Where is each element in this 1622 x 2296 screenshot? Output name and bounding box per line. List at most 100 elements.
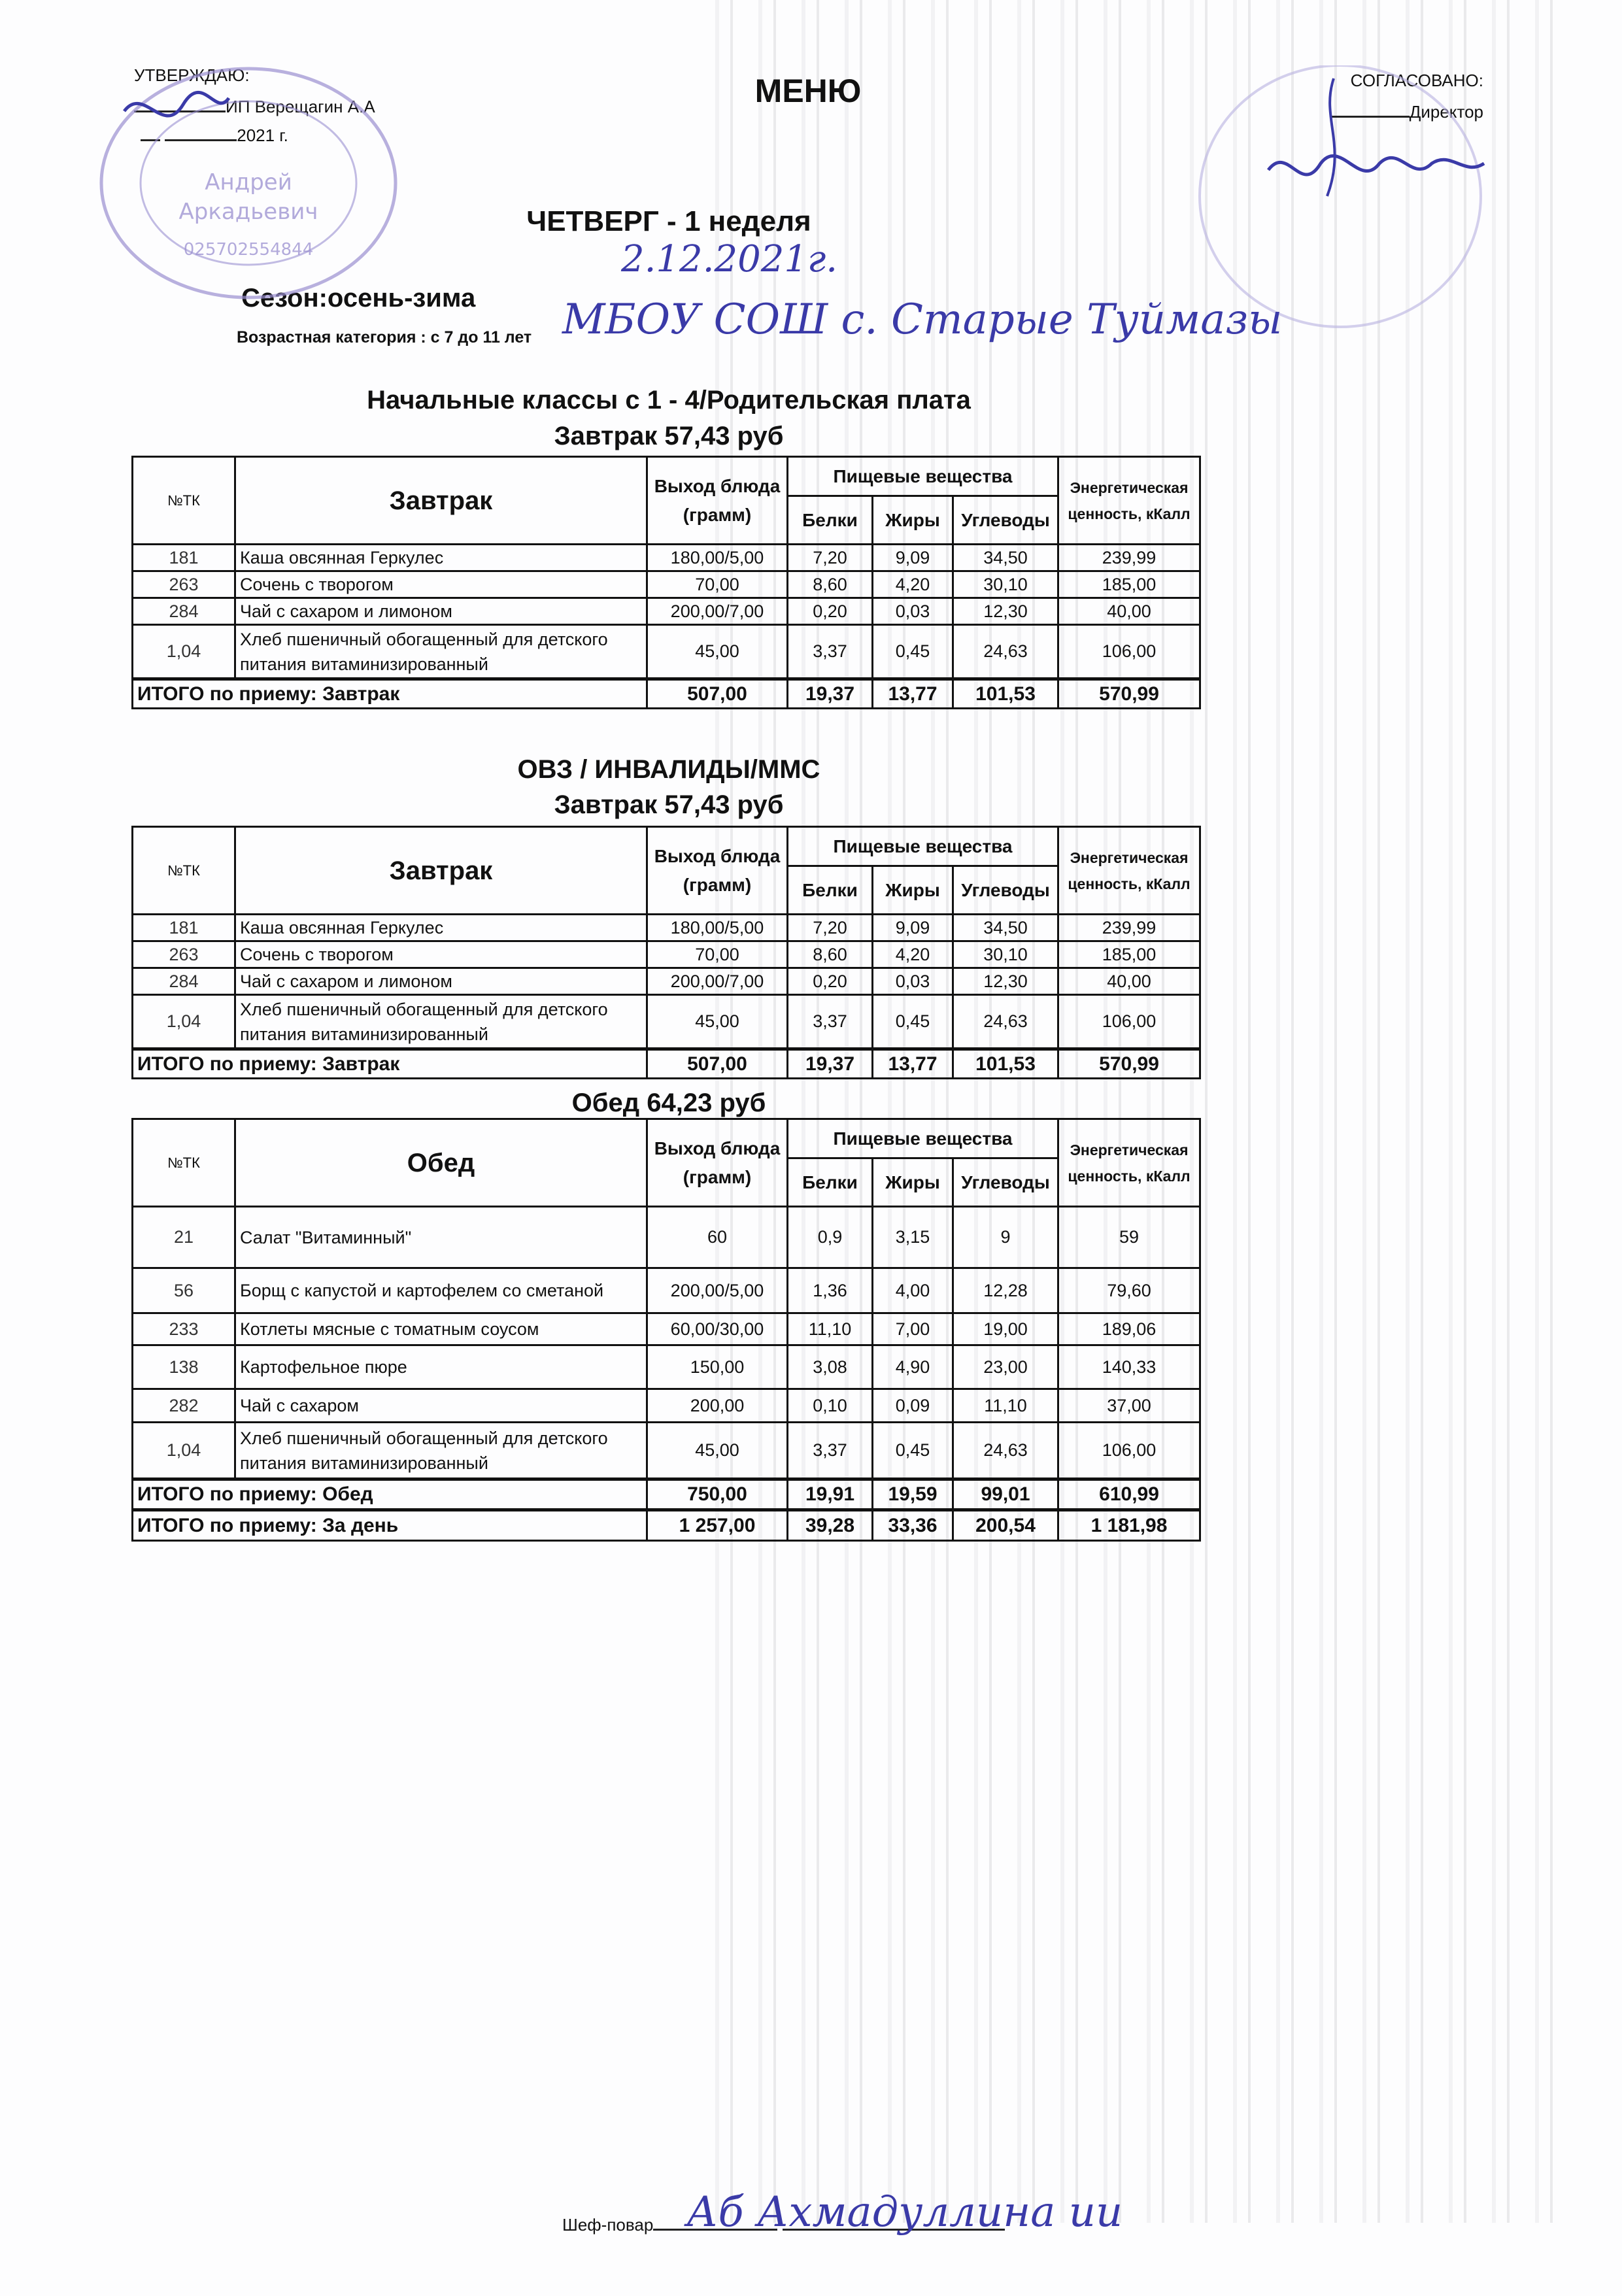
cell-total-fat: 13,77 [871, 1047, 954, 1079]
cell-output: 45,00 [646, 1421, 788, 1480]
cell-protein: 3,37 [786, 1421, 873, 1480]
cell-fat: 0,03 [871, 597, 954, 626]
cell-total-output: 1 257,00 [646, 1508, 788, 1542]
chef-signature: Аб Ахмадуллина ии [684, 2188, 1123, 2237]
cell-code: 233 [131, 1312, 236, 1346]
cell-code: 284 [131, 597, 236, 626]
menu-table-breakfast-primary: №ТК Завтрак Выход блюда (грамм) Пищевые вещ… [131, 456, 1202, 709]
cell-total-carbs: 200,54 [951, 1508, 1060, 1542]
total-row: ИТОГО по приему: За день 1 257,00 39,28 33,… [131, 1508, 1202, 1542]
cell-energy: 239,99 [1057, 913, 1202, 942]
col-output-header: Выход блюда (грамм) [646, 1118, 788, 1207]
svg-text:МБОУ СОШ с. Старые Туймазы: МБОУ СОШ с. Старые Туймазы [562, 295, 1282, 344]
table-row: 284 Чай с сахаром и лимоном 200,00/7,00 0,2… [131, 597, 1202, 626]
cell-protein: 3,08 [786, 1344, 873, 1390]
cell-total-carbs: 101,53 [951, 1047, 1060, 1079]
cell-total-energy: 570,99 [1057, 1047, 1202, 1079]
cell-output: 200,00 [646, 1388, 788, 1423]
section-title: ОВЗ / ИНВАЛИДЫ/ММС [517, 755, 820, 784]
cell-energy: 189,06 [1057, 1312, 1202, 1346]
cell-code: 138 [131, 1344, 236, 1390]
table-row: 138 Картофельное пюре 150,00 3,08 4,90 23,00 1… [131, 1344, 1202, 1390]
cell-total-energy: 570,99 [1057, 677, 1202, 709]
cell-total-protein: 39,28 [786, 1508, 873, 1542]
approve-label: УТВЕРЖДАЮ: [134, 65, 250, 85]
cell-name: Чай с сахаром и лимоном [234, 597, 648, 626]
col-fat-header: Жиры [871, 495, 954, 545]
cell-protein: 0,20 [786, 597, 873, 626]
cell-code: 181 [131, 543, 236, 572]
col-protein-header: Белки [786, 865, 873, 915]
cell-fat: 0,45 [871, 1421, 954, 1480]
cell-name: Каша овсянная Геркулес [234, 543, 648, 572]
col-protein-header: Белки [786, 1157, 873, 1207]
approve-date-line: 2021 г. [141, 126, 288, 146]
cell-fat: 9,09 [871, 543, 954, 572]
col-nutrients-header: Пищевые вещества [786, 456, 1060, 497]
cell-name: Картофельное пюре [234, 1344, 648, 1390]
col-energy-header: Энергетическая ценность, кКалл [1057, 456, 1202, 545]
agreed-label: СОГЛАСОВАНО: [1350, 71, 1483, 90]
cell-output: 45,00 [646, 624, 788, 680]
col-output-header: Выход блюда (грамм) [646, 456, 788, 545]
svg-text:025702554844: 025702554844 [184, 240, 314, 260]
cell-energy: 140,33 [1057, 1344, 1202, 1390]
cell-total-fat: 19,59 [871, 1477, 954, 1511]
cell-energy: 37,00 [1057, 1388, 1202, 1423]
col-carbs-header: Углеводы [951, 865, 1060, 915]
cell-energy: 106,00 [1057, 994, 1202, 1050]
table-title: Обед 64,23 руб [571, 1089, 766, 1117]
cell-name: Салат "Витаминный" [234, 1206, 648, 1269]
cell-code: 1,04 [131, 994, 236, 1050]
cell-output: 200,00/5,00 [646, 1267, 788, 1314]
cell-name: Чай с сахаром и лимоном [234, 967, 648, 996]
cell-carbs: 24,63 [951, 994, 1060, 1050]
cell-output: 45,00 [646, 994, 788, 1050]
cell-total-label: ИТОГО по приему: Завтрак [131, 677, 648, 709]
cell-output: 180,00/5,00 [646, 543, 788, 572]
cell-total-output: 750,00 [646, 1477, 788, 1511]
cell-fat: 4,20 [871, 940, 954, 969]
col-code-header: №ТК [131, 456, 236, 545]
cell-protein: 0,9 [786, 1206, 873, 1269]
col-nutrients-header: Пищевые вещества [786, 1118, 1060, 1159]
cell-name: Сочень с творогом [234, 570, 648, 599]
cell-fat: 4,20 [871, 570, 954, 599]
table-row: 1,04 Хлеб пшеничный обогащенный для детск… [131, 994, 1202, 1050]
table-row: 181 Каша овсянная Геркулес 180,00/5,00 7,20… [131, 543, 1202, 572]
season: Сезон:осень-зима [241, 284, 476, 312]
col-meal-header: Завтрак [234, 456, 648, 545]
svg-text:Андрей: Андрей [205, 169, 292, 195]
menu-table-breakfast-ovz: №ТК Завтрак Выход блюда (грамм) Пищевые вещ… [131, 826, 1202, 1079]
col-nutrients-header: Пищевые вещества [786, 826, 1060, 867]
table-row: 181 Каша овсянная Геркулес 180,00/5,00 7,20… [131, 913, 1202, 942]
table-row: 56 Борщ с капустой и картофелем со сметан… [131, 1267, 1202, 1314]
cell-total-carbs: 99,01 [951, 1477, 1060, 1511]
menu-table-lunch: №ТК Обед Выход блюда (грамм) Пищевые вещест… [131, 1118, 1202, 1542]
cell-total-carbs: 101,53 [951, 677, 1060, 709]
cell-protein: 1,36 [786, 1267, 873, 1314]
cell-code: 263 [131, 570, 236, 599]
cell-code: 1,04 [131, 1421, 236, 1480]
cell-carbs: 12,28 [951, 1267, 1060, 1314]
cell-energy: 106,00 [1057, 624, 1202, 680]
cell-energy: 40,00 [1057, 597, 1202, 626]
cell-energy: 106,00 [1057, 1421, 1202, 1480]
approver-line: ИП Верещагин А.А [134, 97, 375, 117]
table-row: 233 Котлеты мясные с томатным соусом 60,00… [131, 1312, 1202, 1346]
cell-code: 282 [131, 1388, 236, 1423]
cell-code: 181 [131, 913, 236, 942]
table-title: Завтрак 57,43 руб [554, 422, 784, 450]
cell-protein: 0,10 [786, 1388, 873, 1423]
table-row: 263 Сочень с творогом 70,00 8,60 4,20 30,10 18… [131, 940, 1202, 969]
cell-fat: 4,90 [871, 1344, 954, 1390]
stamp-left: Андрей Аркадьевич 025702554844 [99, 67, 397, 299]
table-row: 263 Сочень с творогом 70,00 8,60 4,20 30,10 18… [131, 570, 1202, 599]
approve-date-suffix: 2021 г. [237, 126, 288, 145]
cell-carbs: 24,63 [951, 624, 1060, 680]
cell-output: 60,00/30,00 [646, 1312, 788, 1346]
cell-output: 200,00/7,00 [646, 967, 788, 996]
table-title: Завтрак 57,43 руб [554, 790, 784, 819]
cell-total-fat: 33,36 [871, 1508, 954, 1542]
cell-code: 284 [131, 967, 236, 996]
